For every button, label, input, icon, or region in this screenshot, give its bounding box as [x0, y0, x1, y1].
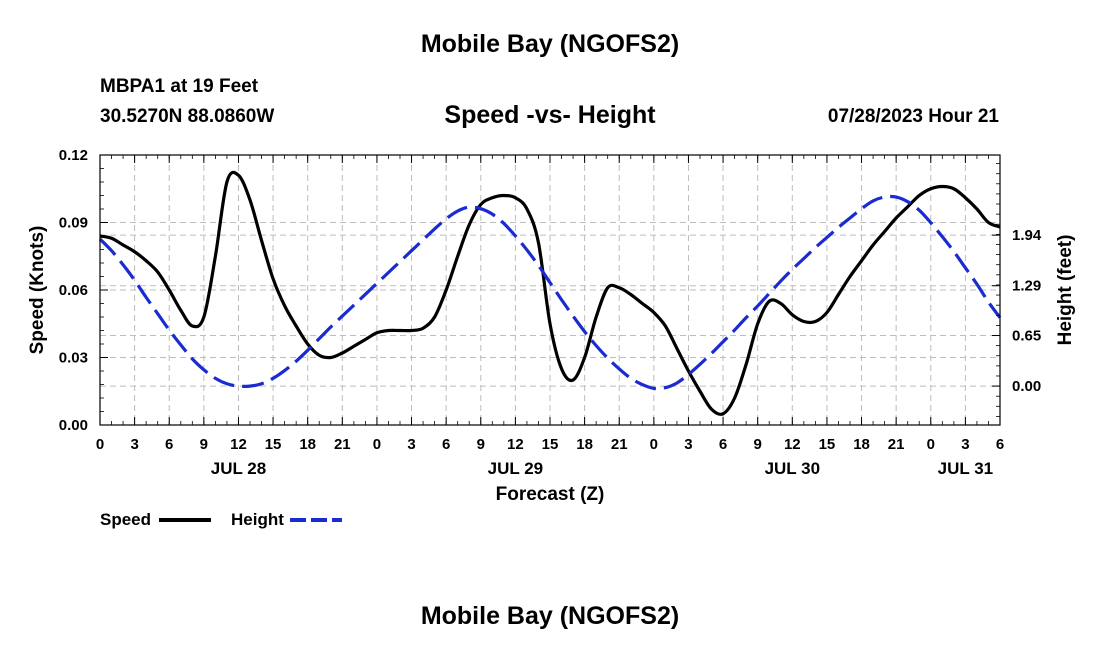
series-layer [98, 170, 1002, 416]
x-tick-label: 21 [611, 436, 628, 453]
x-tick-label: 6 [719, 436, 727, 453]
x-tick-label: 0 [927, 436, 935, 453]
x-tick-label: 3 [407, 436, 415, 453]
x-tick-label: 3 [130, 436, 138, 453]
station-label: MBPA1 at 19 Feet [100, 76, 259, 97]
x-tick-label: 12 [230, 436, 247, 453]
x-tick-label: 12 [784, 436, 801, 453]
y-tick-label-left: 0.06 [59, 282, 88, 299]
x-tick-label: 15 [542, 436, 559, 453]
x-tick-label: 9 [477, 436, 485, 453]
y-axis-title-left: Speed (Knots) [27, 226, 48, 355]
page-title: Mobile Bay (NGOFS2) [420, 30, 680, 58]
y-tick-label-left: 0.12 [59, 147, 88, 164]
axis-labels: 0 3 6 9 12 15 18 21 0 3 6 9 12 15 18 21 0 3 6 9 12 15 18 21 0 3 6J… [59, 147, 1042, 478]
legend-speed-swatch [159, 518, 211, 522]
station-coords: 30.5270N 88.0860W [100, 106, 275, 127]
y-tick-label-right: 1.29 [1012, 278, 1041, 295]
x-tick-label: 6 [442, 436, 450, 453]
x-tick-label: 6 [165, 436, 173, 453]
legend-height-label: Height [231, 510, 284, 529]
x-tick-label: 6 [996, 436, 1004, 453]
series-line-height [98, 194, 1002, 391]
chart-grid [100, 155, 1000, 425]
legend-height-swatch [290, 518, 342, 522]
x-tick-label: 0 [373, 436, 381, 453]
footer-title: Mobile Bay (NGOFS2) [420, 602, 680, 630]
legend-speed-label: Speed [100, 510, 152, 529]
axis-ticks [99, 154, 1001, 426]
date-label: JUL 30 [765, 459, 820, 478]
x-tick-label: 9 [200, 436, 208, 453]
x-tick-label: 3 [961, 436, 969, 453]
y-tick-label-left: 0.03 [59, 350, 88, 367]
x-tick-label: 15 [265, 436, 282, 453]
y-tick-label-left: 0.00 [59, 417, 88, 434]
forecast-datetime: 07/28/2023 Hour 21 [827, 106, 999, 127]
x-tick-label: 12 [507, 436, 524, 453]
x-tick-label: 0 [96, 436, 104, 453]
x-tick-label: 21 [888, 436, 905, 453]
date-label: JUL 31 [938, 459, 993, 478]
x-tick-label: 3 [684, 436, 692, 453]
y-tick-label-right: 0.00 [1012, 378, 1041, 395]
date-label: JUL 28 [211, 459, 266, 478]
x-tick-label: 18 [299, 436, 316, 453]
x-tick-label: 9 [754, 436, 762, 453]
x-tick-label: 15 [819, 436, 836, 453]
y-tick-label-right: 1.94 [1012, 227, 1042, 244]
x-tick-label: 18 [576, 436, 593, 453]
date-label: JUL 29 [488, 459, 543, 478]
x-tick-label: 18 [853, 436, 870, 453]
x-tick-label: 0 [650, 436, 658, 453]
y-tick-label-right: 0.65 [1012, 328, 1041, 345]
x-axis-title: Forecast (Z) [496, 484, 605, 505]
y-axis-title-right: Height (feet) [1055, 235, 1076, 346]
series-line-speed [99, 170, 1001, 416]
chart-subtitle: Speed -vs- Height [444, 101, 656, 129]
y-tick-label-left: 0.09 [59, 215, 88, 232]
x-tick-label: 21 [334, 436, 351, 453]
